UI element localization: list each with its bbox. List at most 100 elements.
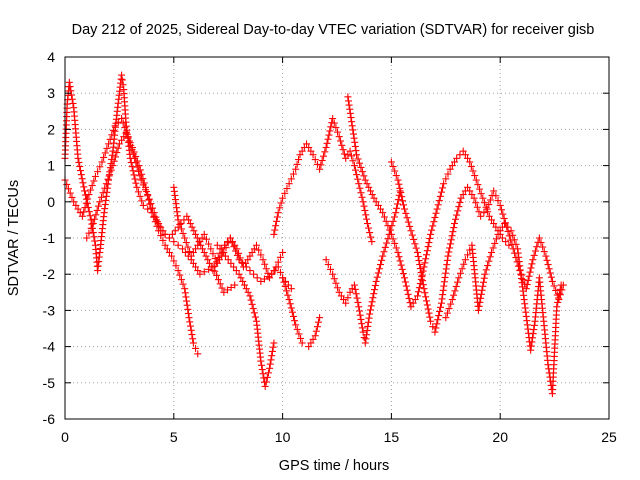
data-point-interp — [383, 239, 391, 247]
data-point-interp — [452, 283, 460, 291]
data-point — [207, 245, 215, 253]
y-tick-label: -2 — [43, 266, 56, 282]
data-point-interp — [338, 141, 346, 149]
data-point-interp — [205, 240, 213, 248]
data-point — [342, 299, 350, 307]
data-point-interp — [211, 255, 219, 263]
data-point-interp — [399, 197, 407, 205]
data-point-interp — [209, 250, 217, 258]
data-point — [128, 144, 136, 151]
data-point-interp — [362, 335, 370, 343]
data-point-interp — [411, 240, 419, 248]
data-point-interp — [165, 248, 173, 256]
data-point-interp — [194, 267, 202, 275]
data-point-interp — [309, 335, 317, 343]
data-point-interp — [257, 251, 265, 259]
data-point-interp — [459, 191, 467, 199]
data-point-interp — [428, 226, 436, 234]
data-point-interp — [176, 220, 184, 228]
data-point — [342, 154, 350, 162]
data-point-interp — [391, 167, 399, 175]
data-point — [89, 220, 97, 228]
data-point-interp — [480, 278, 488, 286]
data-point-interp — [355, 159, 363, 167]
data-point-interp — [340, 150, 348, 158]
data-point-interp — [494, 197, 502, 205]
data-point — [142, 183, 150, 191]
data-point-interp — [255, 246, 263, 254]
data-point-interp — [402, 209, 410, 217]
data-point-interp — [401, 278, 409, 286]
data-point-interp — [111, 153, 119, 161]
data-point-interp — [250, 309, 258, 317]
data-point-interp — [291, 317, 299, 325]
data-point-interp — [159, 236, 167, 244]
data-point — [272, 263, 280, 271]
data-point — [213, 259, 221, 267]
data-point-interp — [202, 235, 210, 243]
data-point-interp — [184, 310, 192, 318]
data-point-interp — [365, 314, 373, 322]
data-point-interp — [270, 267, 278, 275]
data-point-interp — [103, 144, 111, 152]
data-point-interp — [140, 179, 148, 187]
data-point-interp — [353, 294, 361, 302]
data-point — [498, 234, 506, 242]
y-axis-title: SDTVAR / TECUs — [6, 180, 22, 296]
data-point-interp — [496, 227, 504, 235]
data-point — [501, 220, 509, 228]
data-point-interp — [529, 330, 537, 338]
data-point-interp — [398, 265, 406, 273]
data-point — [368, 238, 376, 246]
data-point — [122, 129, 130, 137]
data-point — [174, 267, 182, 275]
data-point — [235, 270, 243, 278]
data-point-interp — [176, 271, 184, 279]
data-point-interp — [269, 343, 277, 351]
data-point-interp — [86, 212, 94, 220]
data-point — [185, 314, 193, 322]
data-point-interp — [501, 219, 509, 227]
data-point — [246, 252, 254, 260]
data-point-interp — [439, 184, 447, 192]
data-point-interp — [183, 297, 191, 305]
data-point-interp — [491, 239, 499, 247]
data-point-interp — [263, 373, 271, 381]
data-point — [298, 339, 306, 347]
data-point-interp — [242, 285, 250, 293]
data-point-interp — [439, 291, 447, 299]
data-point-interp — [375, 265, 383, 273]
data-point-interp — [424, 243, 432, 251]
data-point-interp — [350, 134, 358, 142]
data-point-interp — [107, 166, 115, 174]
data-point-interp — [286, 300, 294, 308]
data-point-interp — [268, 347, 276, 355]
data-point-interp — [214, 276, 222, 284]
data-point-interp — [436, 192, 444, 200]
data-point — [459, 147, 467, 155]
data-point — [490, 187, 498, 195]
data-point-interp — [250, 245, 258, 253]
data-point — [487, 248, 495, 256]
data-point-interp — [392, 172, 400, 180]
data-point-interp — [416, 265, 424, 273]
data-point-interp — [421, 259, 429, 267]
data-point-interp — [330, 275, 338, 283]
data-point — [239, 263, 247, 271]
data-point-interp — [181, 248, 189, 256]
data-point-interp — [264, 269, 272, 277]
data-point-interp — [509, 231, 517, 239]
data-point-interp — [120, 133, 128, 141]
data-point — [98, 158, 106, 166]
data-point-interp — [367, 302, 375, 310]
y-tick-label: 3 — [47, 85, 55, 101]
data-point-interp — [78, 175, 86, 183]
data-point-interp — [533, 243, 541, 251]
data-point-interp — [87, 186, 95, 194]
data-point-interp — [136, 166, 144, 174]
data-point-interp — [72, 201, 80, 209]
data-point-interp — [546, 269, 554, 277]
data-point — [233, 245, 241, 253]
data-point — [196, 270, 204, 278]
data-point — [479, 194, 487, 202]
